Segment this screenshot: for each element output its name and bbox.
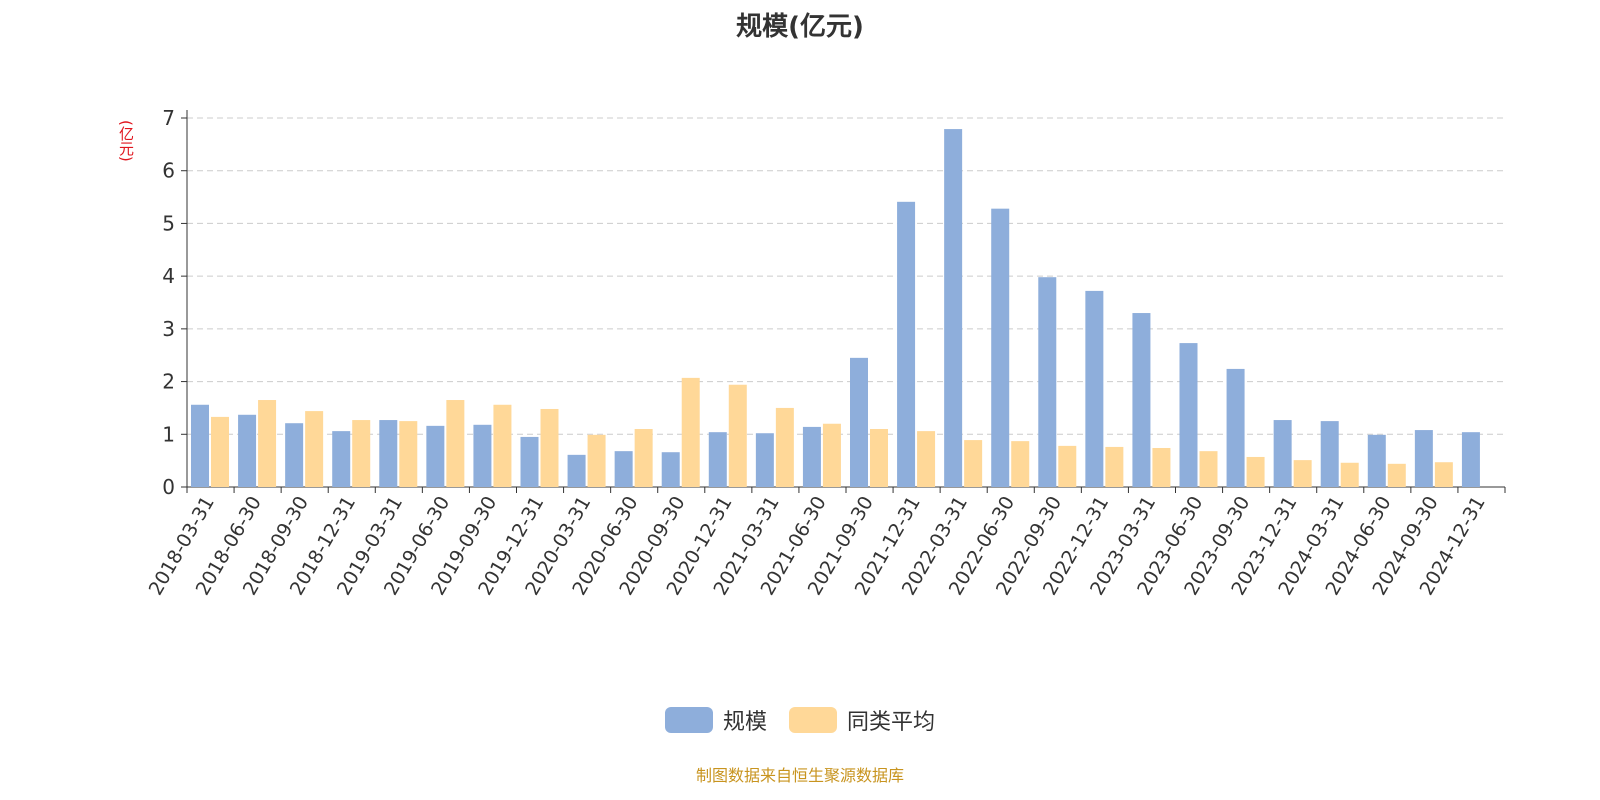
bar-peer-average bbox=[917, 431, 936, 487]
bar-peer-average bbox=[1105, 446, 1124, 487]
bar-peer-average bbox=[1387, 463, 1406, 487]
bar-scale bbox=[332, 431, 351, 487]
bar-scale bbox=[991, 208, 1010, 487]
bar-peer-average bbox=[870, 429, 888, 487]
y-tick-label: 5 bbox=[162, 211, 175, 235]
bar-peer-average bbox=[587, 434, 606, 487]
bar-scale bbox=[897, 201, 916, 487]
bar-scale bbox=[567, 454, 586, 487]
bar-peer-average bbox=[822, 423, 841, 487]
legend-label: 规模 bbox=[722, 710, 767, 735]
bar-scale bbox=[1320, 421, 1339, 487]
bar-scale bbox=[473, 424, 492, 487]
bar-scale bbox=[755, 433, 774, 487]
bar-scale bbox=[1179, 343, 1198, 487]
bar-peer-average bbox=[728, 384, 747, 487]
bar-scale bbox=[426, 425, 445, 487]
y-tick-label: 7 bbox=[162, 106, 175, 130]
bar-peer-average bbox=[681, 377, 700, 487]
bar-peer-average bbox=[258, 400, 277, 487]
bar-peer-average bbox=[775, 407, 794, 487]
legend-item-scale[interactable]: 规模 bbox=[664, 704, 767, 736]
legend-label: 同类平均 bbox=[847, 710, 936, 735]
bar-peer-average bbox=[399, 421, 418, 487]
bar-scale bbox=[1085, 290, 1104, 487]
bar-peer-average bbox=[305, 411, 324, 487]
bar-scale bbox=[802, 426, 821, 487]
bar-peer-average bbox=[1152, 447, 1171, 487]
bar-scale bbox=[850, 357, 868, 487]
legend: 规模 同类平均 bbox=[0, 704, 1600, 736]
bar-scale bbox=[1461, 432, 1480, 487]
bar-peer-average bbox=[1293, 460, 1312, 487]
bar-scale bbox=[238, 414, 257, 487]
bar-scale bbox=[1038, 277, 1057, 487]
bar-peer-average bbox=[540, 408, 559, 487]
bar-peer-average bbox=[493, 404, 512, 487]
source-footer: 制图数据来自恒生聚源数据库 bbox=[695, 766, 904, 785]
bar-peer-average bbox=[1011, 441, 1030, 487]
bar-scale bbox=[944, 129, 963, 487]
bar-scale bbox=[708, 432, 727, 487]
legend-item-peer-average[interactable]: 同类平均 bbox=[789, 704, 935, 736]
y-tick-label: 2 bbox=[162, 370, 175, 394]
y-tick-label: 0 bbox=[162, 475, 175, 499]
bar-scale bbox=[1367, 434, 1386, 487]
bar-peer-average bbox=[964, 440, 983, 487]
y-axis-unit: (亿元) bbox=[117, 120, 135, 162]
bar-peer-average bbox=[634, 429, 653, 487]
y-tick-label: 1 bbox=[162, 422, 175, 446]
bar-peer-average bbox=[352, 420, 371, 487]
legend-swatch bbox=[664, 707, 713, 733]
y-tick-label: 6 bbox=[162, 159, 175, 183]
bar-scale bbox=[1273, 420, 1292, 487]
legend-swatch bbox=[789, 707, 837, 733]
bar-scale bbox=[1414, 430, 1433, 487]
bar-scale bbox=[1226, 368, 1245, 487]
bar-scale bbox=[614, 451, 633, 487]
bar-scale bbox=[661, 452, 680, 487]
y-tick-label: 4 bbox=[162, 264, 175, 288]
bar-scale bbox=[520, 436, 539, 487]
bar-peer-average bbox=[446, 400, 465, 487]
bar-peer-average bbox=[211, 416, 229, 487]
bar-scale bbox=[285, 423, 304, 487]
bar-peer-average bbox=[1246, 456, 1265, 487]
bar-scale bbox=[1132, 313, 1151, 487]
bar-scale bbox=[191, 404, 209, 487]
bar-scale bbox=[379, 420, 398, 487]
bar-peer-average bbox=[1058, 445, 1077, 487]
y-tick-label: 3 bbox=[162, 317, 175, 341]
bar-peer-average bbox=[1199, 451, 1218, 487]
bar-peer-average bbox=[1340, 462, 1359, 487]
chart-title: 规模(亿元) bbox=[736, 12, 864, 42]
bar-peer-average bbox=[1434, 462, 1453, 487]
